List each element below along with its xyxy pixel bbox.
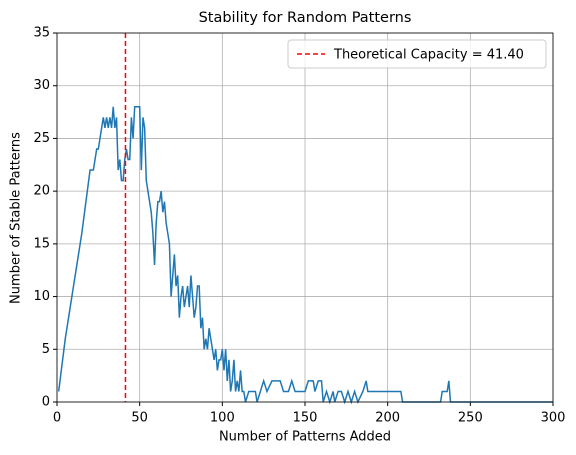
y-tick-label: 10 bbox=[33, 289, 50, 304]
y-tick-label: 0 bbox=[42, 395, 50, 410]
plot-frame bbox=[56, 32, 554, 403]
x-axis-label: Number of Patterns Added bbox=[219, 430, 391, 445]
y-tick-label: 25 bbox=[33, 131, 50, 146]
data-line bbox=[57, 106, 553, 405]
y-tick-label: 5 bbox=[42, 342, 50, 357]
x-tick-label: 300 bbox=[541, 411, 566, 426]
x-tick-label: 100 bbox=[210, 411, 235, 426]
x-tick-label: 200 bbox=[375, 411, 400, 426]
x-tick-label: 150 bbox=[293, 411, 318, 426]
x-tick-label: 250 bbox=[458, 411, 483, 426]
x-tick-label: 0 bbox=[53, 411, 61, 426]
y-tick-label: 20 bbox=[33, 184, 50, 199]
legend-label: Theoretical Capacity = 41.40 bbox=[333, 48, 524, 63]
legend-box bbox=[287, 39, 547, 69]
y-tick-label: 30 bbox=[33, 78, 50, 93]
y-tick-label: 35 bbox=[33, 26, 50, 41]
chart-title: Stability for Random Patterns bbox=[199, 10, 412, 26]
y-tick-label: 15 bbox=[33, 236, 50, 251]
x-tick-label: 50 bbox=[131, 411, 148, 426]
y-axis-label: Number of Stable Patterns bbox=[9, 132, 24, 304]
